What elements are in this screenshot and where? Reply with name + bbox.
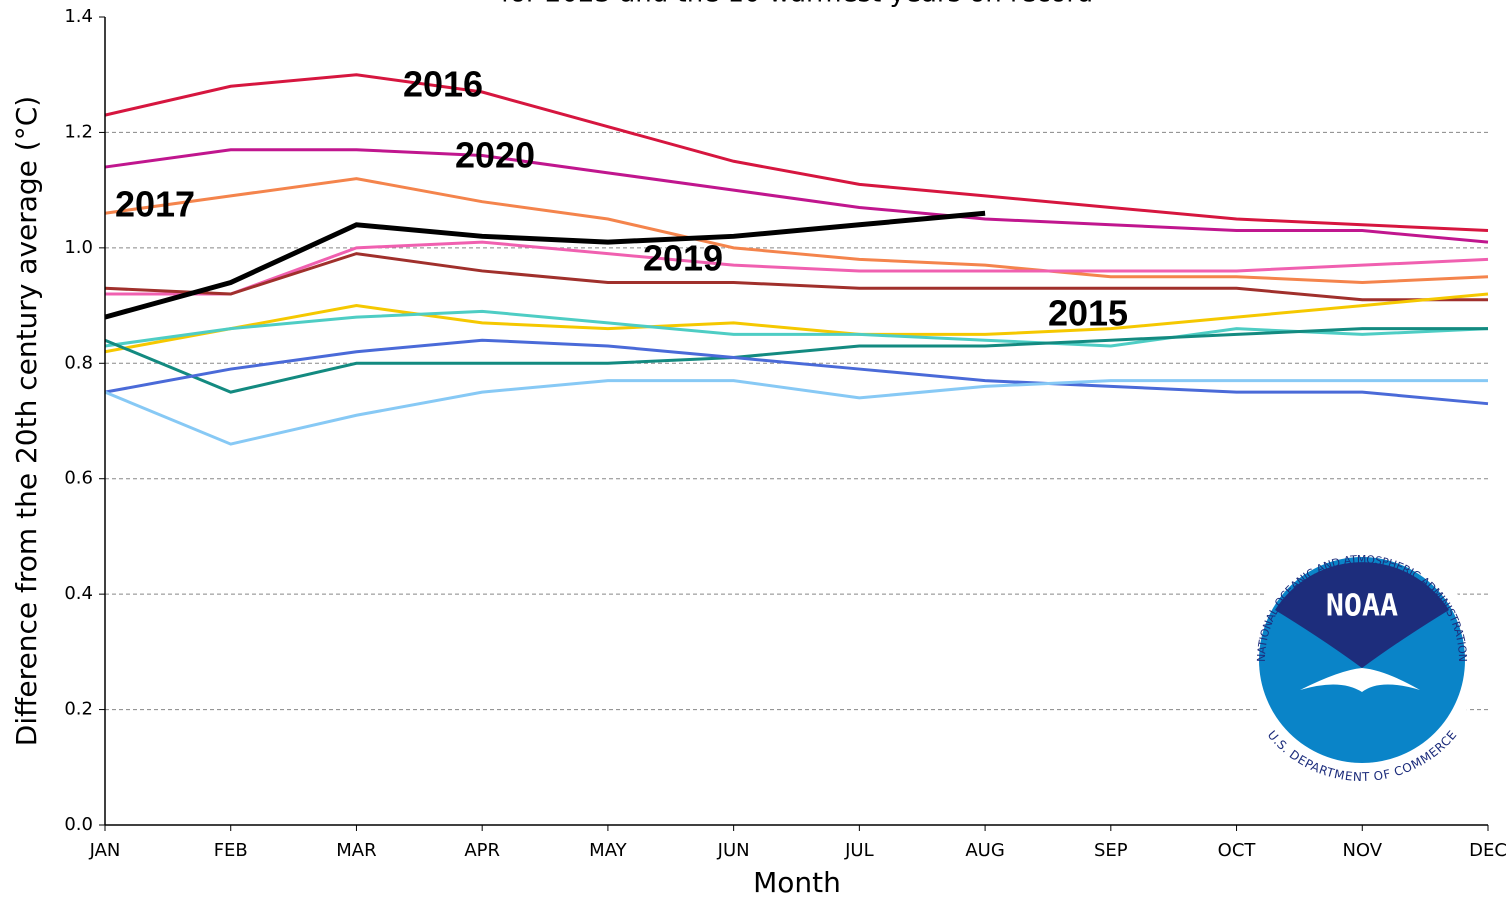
x-tick-label: OCT (1218, 840, 1257, 861)
x-tick-label: JUL (844, 840, 874, 861)
series-line (104, 309, 1489, 348)
logo-name: NOAA (1326, 589, 1398, 624)
series-line (104, 338, 1489, 406)
series-line (104, 252, 1488, 302)
series-line (104, 148, 1489, 244)
x-tick-label: DEC (1469, 840, 1507, 861)
x-tick-label: APR (464, 840, 500, 861)
series-line (104, 210, 986, 320)
x-tick-label: AUG (965, 840, 1004, 861)
x-tick-label: MAR (336, 840, 376, 861)
series-label: 2020 (455, 135, 535, 176)
series-line (104, 73, 1489, 233)
x-tick-label: JUN (717, 840, 750, 861)
noaa-logo: NOAA NATIONAL OCEANIC AND ATMOSPHERIC AD… (1246, 544, 1478, 784)
y-tick-label: 0.0 (64, 814, 93, 835)
chart-title: for 2023 and the 10 warmest years on rec… (501, 0, 1093, 9)
series-label: 2017 (115, 184, 195, 225)
series-line (104, 379, 1488, 446)
logo-top (1275, 562, 1449, 668)
series-label: 2019 (643, 238, 723, 279)
x-tick-label: MAY (589, 840, 627, 861)
y-axis-label: Difference from the 20th century average… (10, 96, 43, 746)
x-tick-label: FEB (214, 840, 248, 861)
y-tick-label: 0.2 (64, 699, 93, 720)
y-tick-label: 1.0 (64, 237, 93, 258)
y-tick-label: 0.6 (64, 468, 93, 489)
x-tick-label: JAN (89, 840, 121, 861)
series-label: 2016 (403, 64, 483, 105)
y-tick-label: 0.8 (64, 352, 93, 373)
series-line (105, 240, 1489, 296)
x-tick-label: NOV (1342, 840, 1382, 861)
series-line (104, 327, 1488, 394)
x-tick-label: SEP (1094, 840, 1128, 861)
logo-bird (1300, 668, 1420, 692)
series-label: 2015 (1048, 293, 1128, 334)
series-line (104, 177, 1489, 284)
series-line (104, 292, 1489, 354)
y-tick-label: 1.2 (64, 121, 93, 142)
y-tick-label: 0.4 (64, 583, 93, 604)
y-tick-label: 1.4 (64, 6, 93, 27)
x-axis-label: Month (753, 866, 841, 899)
